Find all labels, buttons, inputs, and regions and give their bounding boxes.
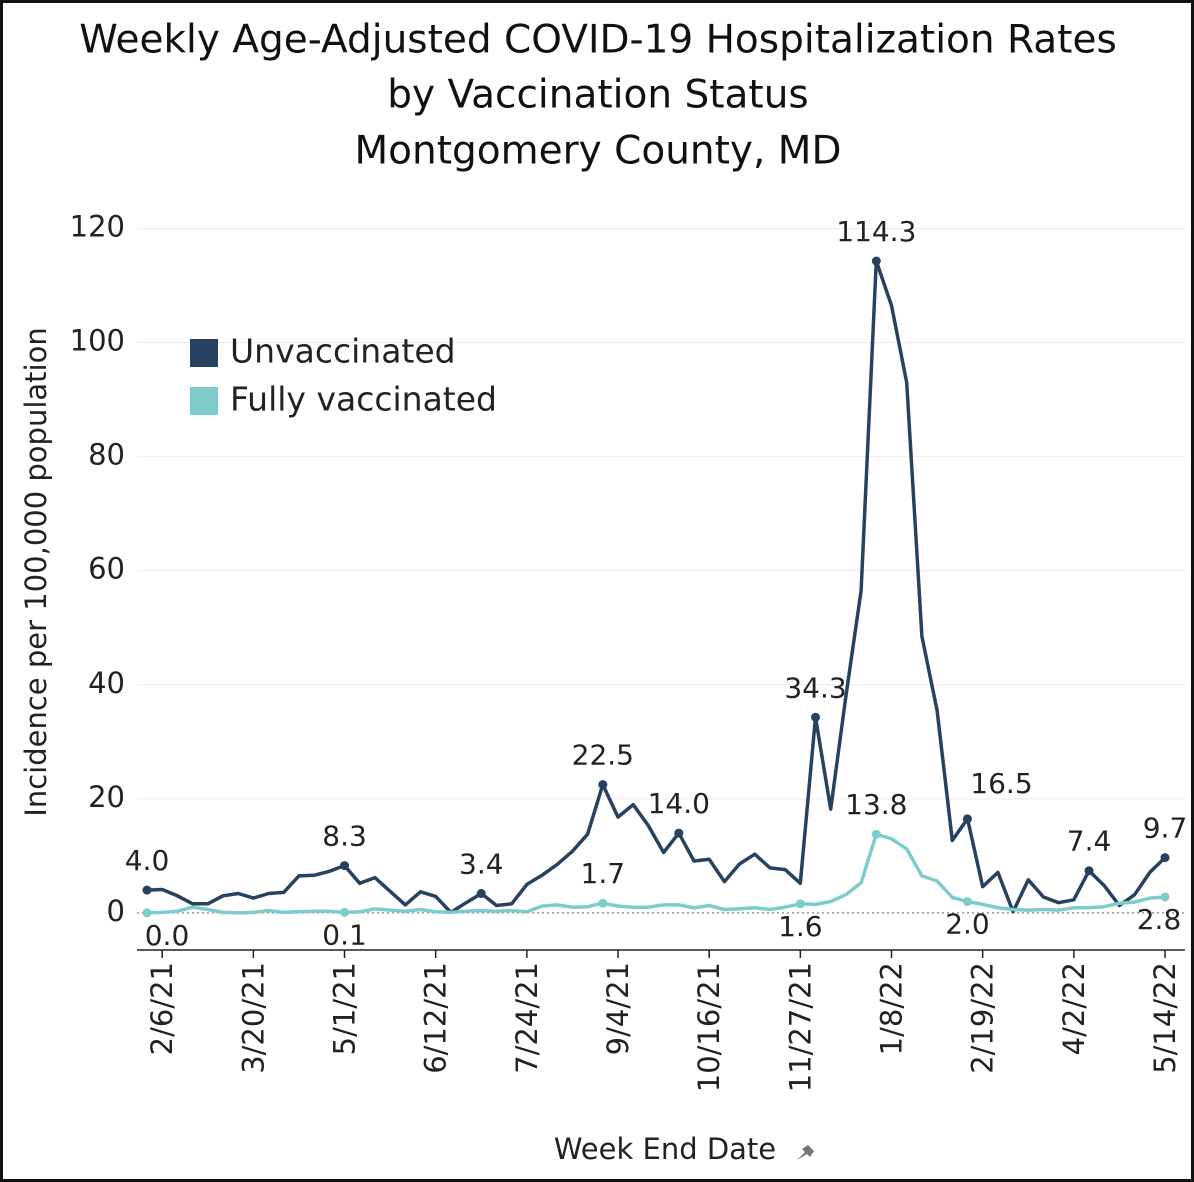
y-tick-label: 80 <box>88 438 125 472</box>
data-point <box>340 907 350 917</box>
data-point <box>962 897 972 907</box>
data-point <box>871 829 881 839</box>
data-label: 4.0 <box>125 844 170 877</box>
x-axis-label: Week End Date <box>554 1132 776 1166</box>
x-tick-label: 5/14/22 <box>1148 962 1182 1074</box>
data-point <box>962 814 972 824</box>
data-line <box>146 832 1166 915</box>
y-tick-label: 100 <box>70 324 125 358</box>
legend-label: Fully vaccinated <box>230 380 497 419</box>
data-label: 22.5 <box>572 739 634 772</box>
data-point <box>1160 853 1170 863</box>
legend-swatch <box>190 387 218 415</box>
x-tick-label: 5/1/21 <box>328 962 362 1055</box>
y-tick-label: 120 <box>70 210 125 244</box>
data-label: 8.3 <box>322 820 367 853</box>
data-label: 114.3 <box>836 215 916 248</box>
data-point <box>598 898 608 908</box>
data-point <box>598 780 608 790</box>
data-label: 0.1 <box>322 918 367 951</box>
y-tick-label: 40 <box>88 666 125 700</box>
chart-title: Weekly Age-Adjusted COVID-19 Hospitaliza… <box>79 18 1117 63</box>
data-label: 7.4 <box>1067 825 1112 858</box>
x-tick-label: 10/16/21 <box>692 962 726 1092</box>
data-label: 14.0 <box>648 787 710 820</box>
chart-title: Montgomery County, MD <box>354 129 841 174</box>
data-label: 34.3 <box>784 671 846 704</box>
data-point <box>476 889 486 899</box>
data-point <box>811 712 821 722</box>
data-label: 1.6 <box>778 910 823 943</box>
data-point <box>142 908 152 918</box>
pin-icon <box>797 1145 814 1160</box>
y-axis-label: Incidence per 100,000 population <box>19 327 53 816</box>
legend-label: Unvaccinated <box>230 332 456 371</box>
x-tick-label: 2/6/21 <box>145 962 179 1055</box>
data-label: 3.4 <box>459 848 504 881</box>
data-point <box>340 861 350 871</box>
y-tick-label: 20 <box>88 780 125 814</box>
x-tick-label: 9/4/21 <box>601 962 635 1055</box>
data-label: 2.0 <box>945 908 990 941</box>
x-tick-label: 7/24/21 <box>510 962 544 1074</box>
data-label: 16.5 <box>970 767 1032 800</box>
data-label: 13.8 <box>845 788 907 821</box>
chart-title: by Vaccination Status <box>387 73 809 118</box>
data-label: 0.0 <box>145 919 190 952</box>
legend-swatch <box>190 339 218 367</box>
data-point <box>1160 892 1170 902</box>
data-label: 1.7 <box>581 857 626 890</box>
data-line <box>146 259 1167 915</box>
y-tick-label: 0 <box>107 894 125 928</box>
x-tick-label: 2/19/22 <box>966 962 1000 1074</box>
data-point <box>795 899 805 909</box>
data-point <box>142 885 152 895</box>
data-point <box>871 256 881 266</box>
x-tick-label: 4/2/22 <box>1057 962 1091 1055</box>
x-tick-label: 1/8/22 <box>875 962 909 1055</box>
data-point <box>1084 866 1094 876</box>
y-tick-label: 60 <box>88 552 125 586</box>
data-label: 9.7 <box>1143 812 1188 845</box>
data-label: 2.8 <box>1137 903 1182 936</box>
x-tick-label: 3/20/21 <box>236 962 270 1074</box>
x-tick-label: 6/12/21 <box>419 962 453 1074</box>
x-tick-label: 11/27/21 <box>783 962 817 1092</box>
data-point <box>674 828 684 838</box>
